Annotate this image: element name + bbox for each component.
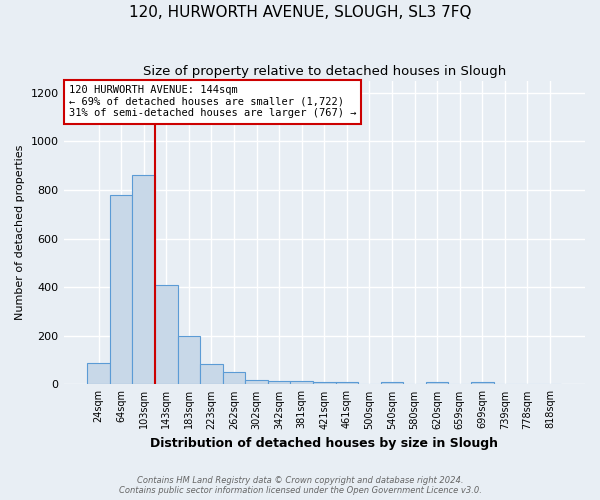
Bar: [268, 381, 290, 384]
Bar: [335, 382, 358, 384]
Title: Size of property relative to detached houses in Slough: Size of property relative to detached ho…: [143, 65, 506, 78]
Bar: [471, 382, 494, 384]
Bar: [155, 285, 178, 384]
Y-axis label: Number of detached properties: Number of detached properties: [15, 145, 25, 320]
Bar: [426, 382, 448, 384]
Bar: [133, 176, 155, 384]
Bar: [381, 382, 403, 384]
Bar: [87, 362, 110, 384]
Text: 120, HURWORTH AVENUE, SLOUGH, SL3 7FQ: 120, HURWORTH AVENUE, SLOUGH, SL3 7FQ: [129, 5, 471, 20]
Bar: [200, 364, 223, 384]
Bar: [290, 381, 313, 384]
Bar: [313, 382, 335, 384]
Bar: [245, 380, 268, 384]
Bar: [223, 372, 245, 384]
Text: 120 HURWORTH AVENUE: 144sqm
← 69% of detached houses are smaller (1,722)
31% of : 120 HURWORTH AVENUE: 144sqm ← 69% of det…: [69, 85, 356, 118]
Bar: [178, 336, 200, 384]
Bar: [110, 195, 133, 384]
X-axis label: Distribution of detached houses by size in Slough: Distribution of detached houses by size …: [150, 437, 498, 450]
Text: Contains HM Land Registry data © Crown copyright and database right 2024.
Contai: Contains HM Land Registry data © Crown c…: [119, 476, 481, 495]
